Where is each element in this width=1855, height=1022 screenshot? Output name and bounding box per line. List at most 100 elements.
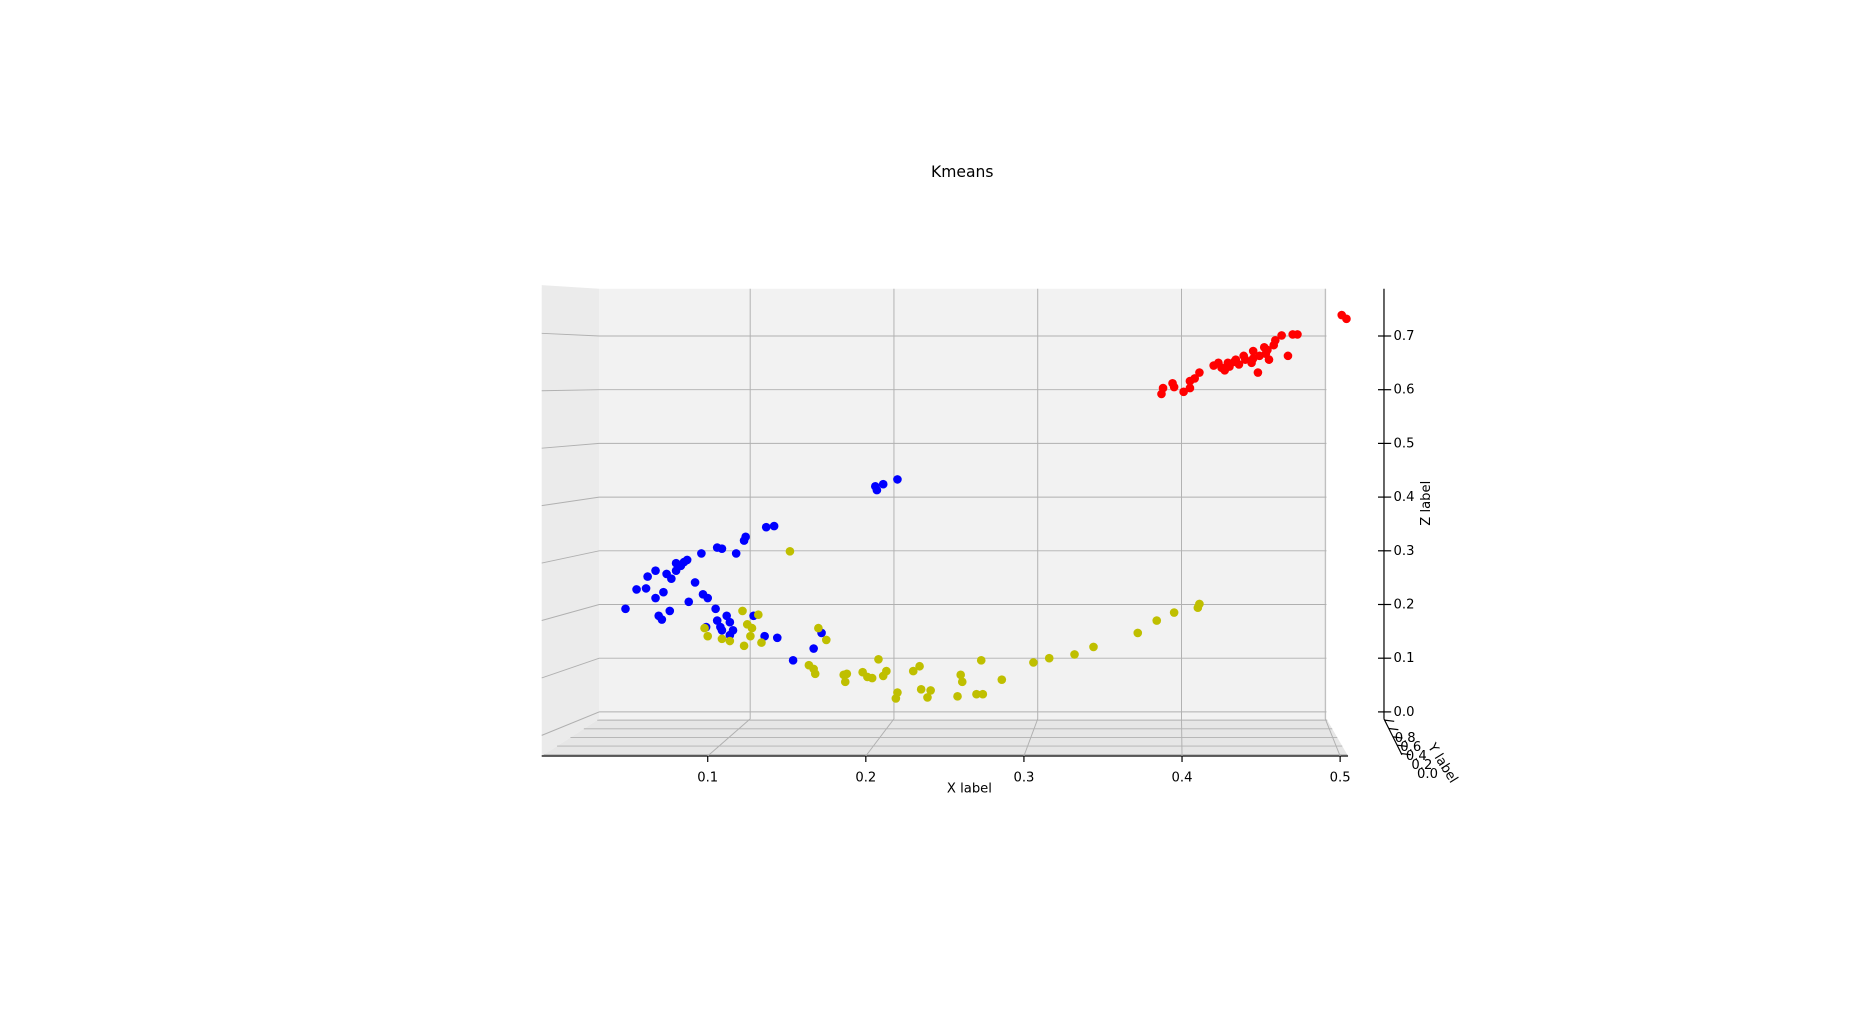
data-point: [717, 625, 727, 635]
grid-line: [541, 657, 1327, 679]
data-point: [842, 669, 852, 679]
data-point: [731, 549, 741, 558]
data-point: [717, 634, 727, 644]
data-point: [659, 587, 668, 597]
data-point: [1195, 368, 1204, 377]
grid-line: [541, 496, 1327, 507]
data-point: [621, 604, 630, 614]
z-tick-label: 0.1: [1394, 651, 1415, 666]
data-point: [1253, 368, 1263, 377]
data-point: [997, 675, 1007, 684]
data-point: [814, 623, 823, 633]
y-tick-label: 0.8: [1395, 731, 1416, 746]
y-tick: [1401, 752, 1411, 756]
data-point: [785, 547, 795, 556]
data-point: [632, 585, 641, 594]
data-point: [870, 482, 880, 491]
data-point: [915, 661, 924, 671]
x-tick-label: 0.4: [1172, 771, 1193, 786]
back-pane: [599, 288, 1327, 719]
data-point: [882, 666, 891, 676]
data-point: [867, 673, 877, 683]
data-point: [956, 670, 965, 680]
left-pane: [541, 285, 600, 757]
y-tick: [1397, 744, 1407, 747]
data-point: [703, 593, 713, 603]
y-tick: [1384, 719, 1395, 722]
data-point: [722, 611, 732, 621]
data-point: [821, 635, 831, 645]
data-point: [1089, 642, 1098, 652]
data-point: [1248, 354, 1258, 363]
data-point: [643, 572, 652, 581]
z-tick-label: 0.3: [1394, 544, 1415, 559]
data-point: [1214, 358, 1223, 368]
y-tick-label: 0.2: [1411, 758, 1432, 773]
data-point: [1169, 382, 1179, 392]
grid-line: [1181, 288, 1183, 757]
data-point: [651, 566, 660, 575]
data-point: [1195, 599, 1204, 609]
grid-line: [541, 332, 1327, 337]
grid-line: [541, 389, 1327, 392]
data-point: [972, 689, 981, 699]
data-point: [703, 631, 713, 641]
y-tick-label: 0.6: [1400, 740, 1421, 755]
data-point: [1264, 355, 1274, 364]
data-point: [769, 521, 779, 531]
z-axis-label: Z label: [1419, 481, 1434, 526]
data-point: [809, 644, 818, 653]
data-point: [810, 669, 820, 679]
grid-line: [541, 442, 1327, 449]
data-point: [746, 631, 755, 641]
x-tick-label: 0.2: [855, 771, 876, 786]
data-point: [651, 593, 660, 603]
data-point: [1277, 331, 1286, 340]
data-point: [926, 686, 935, 695]
y-tick: [1388, 727, 1399, 731]
data-point: [757, 638, 766, 647]
data-point: [1169, 608, 1179, 617]
grid-line: [707, 288, 751, 757]
data-point: [717, 544, 727, 553]
data-point: [1283, 351, 1293, 361]
y-tick-label: 0.0: [1417, 767, 1438, 782]
grid-line: [1023, 288, 1039, 757]
chart-title: Kmeans: [931, 163, 993, 181]
x-axis-label: X label: [947, 781, 992, 796]
grid-line: [541, 604, 1327, 621]
data-point: [712, 616, 722, 625]
data-point: [747, 623, 757, 633]
y-tick-label: 0.4: [1406, 749, 1427, 764]
data-point: [1342, 314, 1351, 324]
data-point: [1190, 374, 1199, 383]
data-point: [760, 631, 769, 641]
data-point: [725, 617, 735, 627]
data-point: [953, 692, 962, 701]
data-point: [761, 522, 771, 532]
z-tick-label: 0.2: [1394, 597, 1415, 612]
data-point: [916, 685, 926, 694]
data-point: [657, 615, 667, 624]
data-point: [1152, 616, 1162, 625]
data-point: [976, 656, 986, 665]
grid-line: [1324, 288, 1341, 757]
data-point: [893, 688, 902, 697]
data-point: [957, 677, 967, 687]
data-point: [682, 555, 692, 565]
data-point: [739, 641, 749, 651]
data-point: [874, 654, 883, 664]
data-point: [725, 636, 735, 646]
data-point: [908, 666, 918, 676]
z-tick-label: 0.6: [1394, 383, 1415, 398]
data-point: [641, 584, 651, 593]
data-point: [772, 633, 782, 643]
data-point: [1185, 383, 1195, 393]
data-point: [700, 623, 709, 633]
x-tick-label: 0.5: [1330, 771, 1351, 786]
data-point: [753, 610, 763, 620]
data-point: [738, 606, 747, 616]
data-point: [893, 475, 902, 484]
